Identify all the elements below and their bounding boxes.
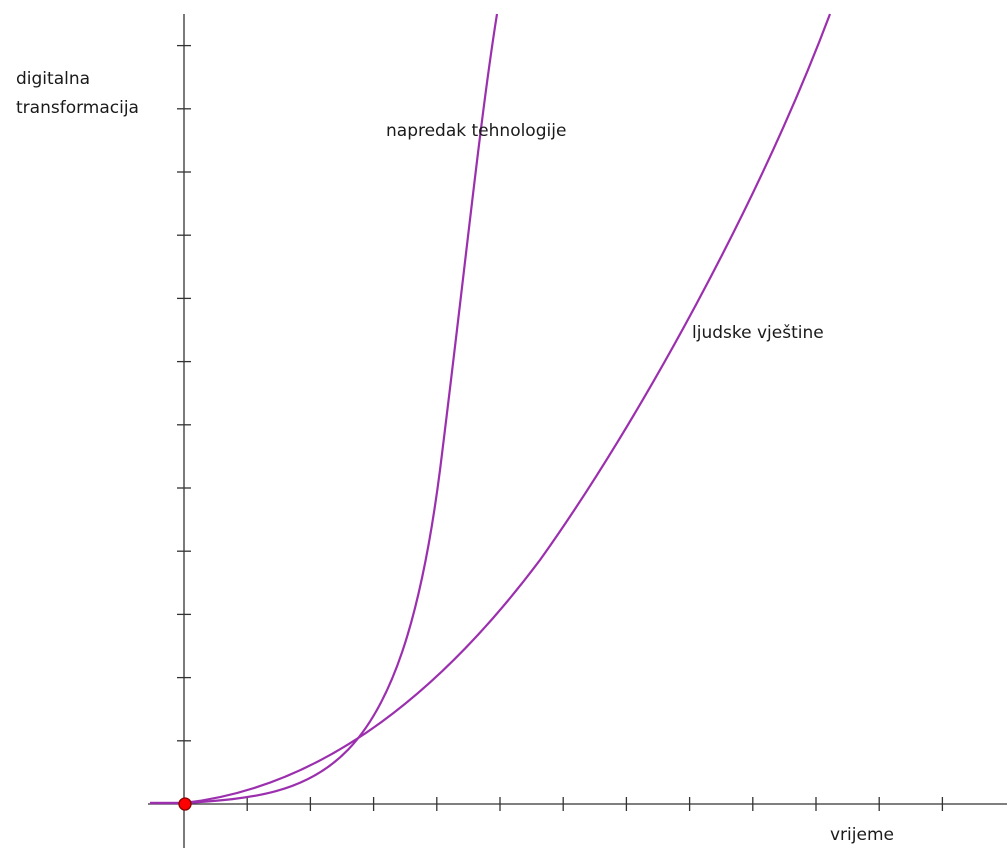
y-axis-label-line1: digitalna <box>16 69 90 89</box>
technology-curve <box>150 13 499 805</box>
origin-point <box>178 797 192 811</box>
x-axis-label: vrijeme <box>830 825 894 845</box>
y-axis-ticks <box>177 44 191 742</box>
skills-curve-label: ljudske vještine <box>692 323 824 343</box>
x-axis-ticks <box>246 797 944 811</box>
y-axis-label-line2: transformacija <box>16 98 139 118</box>
skills-curve <box>150 13 832 805</box>
technology-curve-label: napredak tehnologije <box>386 121 566 141</box>
